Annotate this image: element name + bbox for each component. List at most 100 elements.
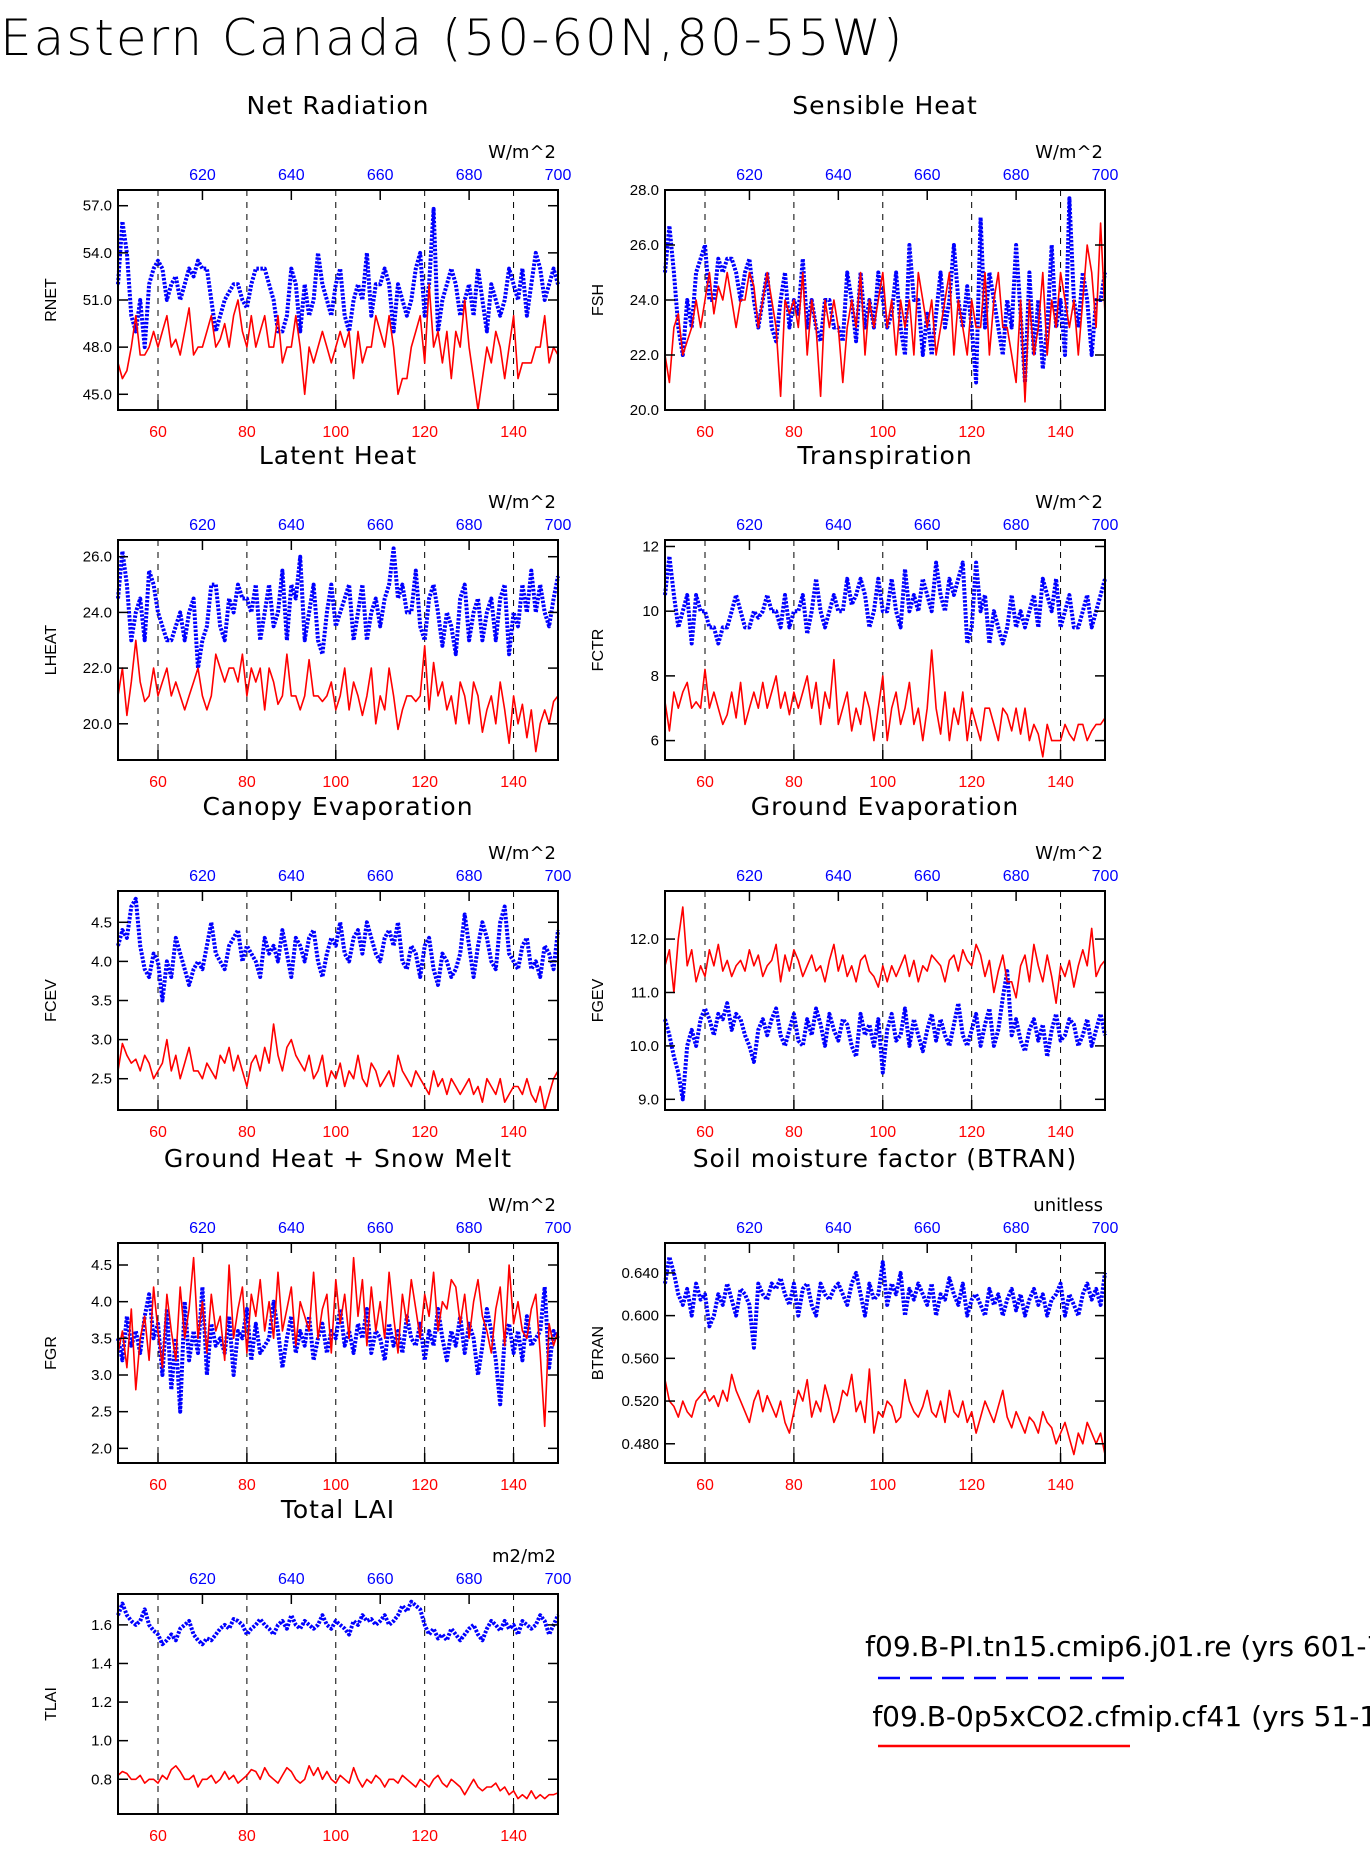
units-label: W/m^2 <box>488 492 556 513</box>
y-tick-label: 0.560 <box>621 1350 659 1367</box>
panel-title: Ground Heat + Snow Melt <box>164 1144 512 1173</box>
x-tick-label-top: 680 <box>456 1571 483 1588</box>
series-line-case2 <box>664 222 1106 403</box>
x-tick-label-top: 660 <box>367 1571 394 1588</box>
x-tick-label-top: 700 <box>545 868 572 885</box>
series-line-case1 <box>116 1285 560 1414</box>
series-line-case1 <box>663 196 1107 385</box>
series-line-case2 <box>664 649 1106 758</box>
series-line-case1 <box>116 546 560 671</box>
y-axis-label: TLAI <box>43 1687 60 1721</box>
units-label: W/m^2 <box>1035 492 1103 513</box>
x-tick-label-bottom: 140 <box>500 1477 527 1494</box>
panel-fgr: Ground Heat + Snow Melt W/m^2 2.0 2.5 3.0 3.5… <box>43 1144 571 1494</box>
x-tick-label-bottom: 100 <box>322 1477 349 1494</box>
x-tick-label-top: 700 <box>545 517 572 534</box>
x-tick-label-bottom: 60 <box>149 1828 167 1845</box>
series-line-case1 <box>116 1599 560 1647</box>
x-tick-label-bottom: 140 <box>500 774 527 791</box>
x-tick-label-bottom: 80 <box>238 774 256 791</box>
x-tick-label-bottom: 100 <box>322 424 349 441</box>
y-tick-label: 0.8 <box>91 1771 112 1788</box>
y-tick-label: 0.640 <box>621 1265 659 1282</box>
x-tick-label-top: 620 <box>736 1220 763 1237</box>
panel-fsh: Sensible Heat W/m^2 20.0 22.0 24.0 26.0 28.0 60… <box>590 91 1118 441</box>
panel-title: Ground Evaporation <box>751 792 1019 821</box>
y-axis-label: FCTR <box>590 629 607 672</box>
series-line-case2 <box>117 1765 559 1800</box>
x-tick-label-bottom: 140 <box>1047 424 1074 441</box>
y-tick-label: 12.0 <box>630 931 659 948</box>
x-tick-label-top: 640 <box>278 868 305 885</box>
x-tick-label-top: 700 <box>1092 167 1119 184</box>
y-tick-label: 4.5 <box>91 914 112 931</box>
x-tick-label-bottom: 120 <box>411 774 438 791</box>
figure-title: Eastern Canada (50-60N,80-55W) <box>0 9 904 67</box>
y-tick-label: 1.6 <box>91 1617 112 1634</box>
x-tick-label-bottom: 140 <box>1047 774 1074 791</box>
x-tick-label-bottom: 120 <box>958 424 985 441</box>
plot-frame <box>664 539 1106 761</box>
y-tick-label: 2.5 <box>91 1071 112 1088</box>
units-label: W/m^2 <box>1035 142 1103 163</box>
series-line-case1 <box>663 554 1107 646</box>
x-tick-label-top: 680 <box>456 1220 483 1237</box>
panel-title: Net Radiation <box>247 91 430 120</box>
x-tick-label-bottom: 120 <box>958 1124 985 1141</box>
legend-label-case1: f09.B-PI.tn15.cmip6.j01.re (yrs 601-700) <box>865 1630 1370 1663</box>
x-tick-label-bottom: 140 <box>500 424 527 441</box>
y-tick-label: 20.0 <box>83 716 112 733</box>
panel-tlai: Total LAI m2/m2 0.8 1.0 1.2 1.4 1.6 60 80 100 120 1… <box>43 1495 571 1845</box>
x-tick-label-bottom: 120 <box>411 1828 438 1845</box>
y-tick-label: 3.0 <box>91 1367 112 1384</box>
x-tick-label-top: 680 <box>456 868 483 885</box>
y-tick-label: 4.0 <box>91 953 112 970</box>
plot-frame <box>117 1242 559 1464</box>
x-tick-label-top: 620 <box>189 167 216 184</box>
y-tick-label: 4.5 <box>91 1257 112 1274</box>
x-tick-label-bottom: 80 <box>238 1828 256 1845</box>
y-tick-label: 2.0 <box>91 1440 112 1457</box>
x-tick-label-top: 640 <box>825 517 852 534</box>
y-axis-label: BTRAN <box>590 1326 607 1380</box>
series-line-case2 <box>117 1256 559 1428</box>
x-tick-label-bottom: 120 <box>411 424 438 441</box>
y-tick-label: 10.0 <box>630 1038 659 1055</box>
series-line-case1 <box>663 1254 1107 1350</box>
y-tick-label: 1.0 <box>91 1733 112 1750</box>
x-tick-label-bottom: 60 <box>149 1124 167 1141</box>
x-tick-label-top: 680 <box>456 517 483 534</box>
y-axis-label: FCEV <box>43 979 60 1022</box>
y-tick-label: 3.0 <box>91 1032 112 1049</box>
x-tick-label-top: 660 <box>367 1220 394 1237</box>
y-tick-label: 0.520 <box>621 1393 659 1410</box>
panel-title: Sensible Heat <box>792 91 978 120</box>
x-tick-label-top: 660 <box>914 167 941 184</box>
x-tick-label-top: 700 <box>1092 517 1119 534</box>
x-tick-label-top: 620 <box>736 517 763 534</box>
units-label: W/m^2 <box>488 142 556 163</box>
x-tick-label-top: 680 <box>1003 868 1030 885</box>
panel-btran: Soil moisture factor (BTRAN) unitless 0.48… <box>590 1144 1118 1494</box>
x-tick-label-top: 640 <box>278 517 305 534</box>
plot-frame <box>117 1593 559 1815</box>
panel-title: Latent Heat <box>259 441 417 470</box>
panel-title: Total LAI <box>280 1495 395 1524</box>
x-tick-label-top: 640 <box>825 167 852 184</box>
x-tick-label-top: 660 <box>914 868 941 885</box>
x-tick-label-top: 640 <box>278 1220 305 1237</box>
x-tick-label-top: 620 <box>189 1571 216 1588</box>
series-line-case2 <box>664 1368 1106 1456</box>
x-tick-label-bottom: 80 <box>238 424 256 441</box>
x-tick-label-bottom: 120 <box>958 1477 985 1494</box>
panel-title: Soil moisture factor (BTRAN) <box>693 1144 1078 1173</box>
y-tick-label: 11.0 <box>631 984 659 1001</box>
x-tick-label-bottom: 140 <box>1047 1477 1074 1494</box>
x-tick-label-bottom: 100 <box>322 774 349 791</box>
legend-label-case2: f09.B-0p5xCO2.cfmip.cf41 (yrs 51-150) <box>872 1700 1370 1733</box>
x-tick-label-top: 700 <box>1092 868 1119 885</box>
plot-frame <box>117 189 559 411</box>
y-tick-label: 3.5 <box>91 993 112 1010</box>
plot-frame <box>664 1242 1106 1464</box>
